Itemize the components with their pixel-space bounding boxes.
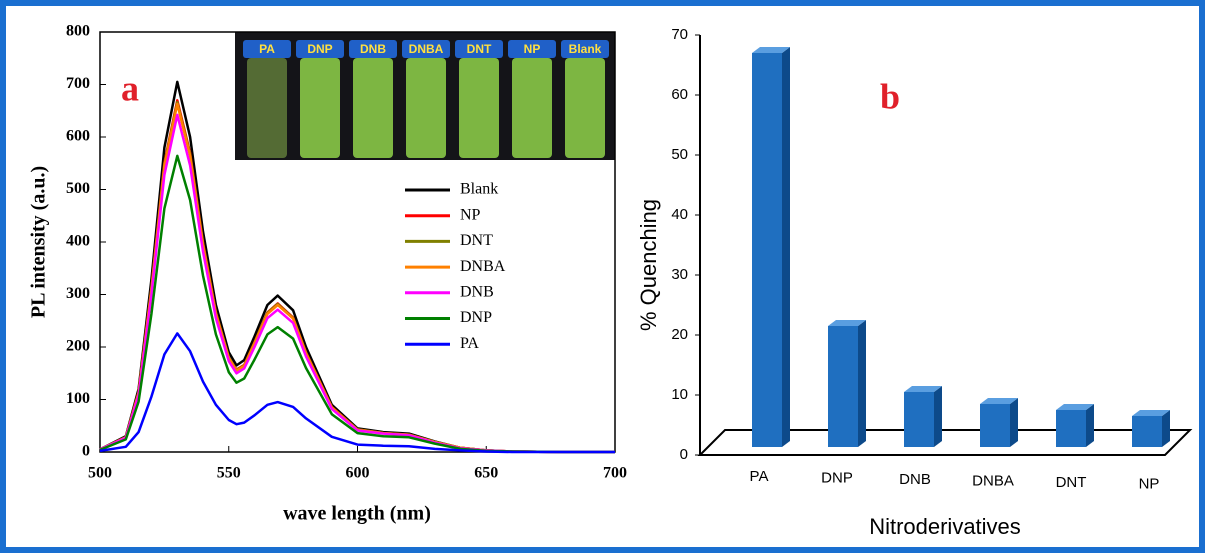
y-tick-label: 500 [66, 180, 90, 197]
legend-label: PA [460, 335, 479, 352]
y-tick-label: 30 [671, 266, 688, 283]
legend-label: DNB [460, 283, 494, 300]
vial [353, 58, 393, 158]
legend-label: NP [460, 206, 481, 223]
bar [1056, 410, 1086, 447]
legend-label: DNT [460, 232, 493, 249]
y-tick-label: 10 [671, 386, 688, 403]
y-tick-label: 0 [82, 443, 90, 460]
bar [1132, 416, 1162, 447]
bar-side [934, 386, 942, 447]
bar-side [1162, 410, 1170, 447]
vial-label: DNP [307, 42, 332, 56]
y-tick-label: 70 [671, 26, 688, 43]
legend-label: DNBA [460, 258, 506, 275]
y-tick-label: 50 [671, 146, 688, 163]
bar [980, 404, 1010, 447]
vial-label: DNT [467, 42, 492, 56]
y-tick-label: 20 [671, 326, 688, 343]
bar [904, 392, 934, 447]
vial-label: NP [524, 42, 541, 56]
y-tick-label: 800 [66, 23, 90, 40]
y-tick-label: 700 [66, 75, 90, 92]
vial [512, 58, 552, 158]
x-tick-label: DNBA [972, 472, 1014, 489]
bar [752, 53, 782, 447]
y-axis-title: % Quenching [636, 199, 661, 331]
bar-side [1086, 404, 1094, 447]
x-axis-title: wave length (nm) [283, 503, 431, 525]
vial [565, 58, 605, 158]
bar [828, 326, 858, 447]
x-tick-label: 600 [346, 465, 370, 482]
x-tick-label: DNP [821, 469, 853, 486]
x-tick-label: 700 [603, 465, 627, 482]
vial-label: Blank [569, 42, 602, 56]
x-axis-title: Nitroderivatives [869, 514, 1021, 539]
series-line [100, 115, 615, 452]
x-tick-label: DNT [1056, 474, 1087, 491]
y-tick-label: 100 [66, 390, 90, 407]
x-tick-label: 650 [474, 465, 498, 482]
vial [300, 58, 340, 158]
vial [406, 58, 446, 158]
y-tick-label: 60 [671, 86, 688, 103]
vial-label: DNBA [409, 42, 444, 56]
y-tick-label: 200 [66, 338, 90, 355]
x-tick-label: PA [750, 468, 769, 485]
y-axis-title: PL intensity (a.u.) [28, 166, 50, 318]
bar-side [782, 47, 790, 447]
y-tick-label: 300 [66, 285, 90, 302]
y-tick-label: 400 [66, 233, 90, 250]
x-tick-label: 500 [88, 465, 112, 482]
bar-side [1010, 398, 1018, 447]
figure: wave length (nm) PL intensity (a.u.) a N… [0, 0, 1205, 553]
y-tick-label: 0 [680, 446, 688, 463]
vial-label: DNB [360, 42, 386, 56]
vial [459, 58, 499, 158]
x-tick-label: DNB [899, 471, 931, 488]
x-tick-label: 550 [217, 465, 241, 482]
y-tick-label: 600 [66, 128, 90, 145]
panel-label: b [880, 76, 900, 116]
vial [247, 58, 287, 158]
legend-label: Blank [460, 181, 498, 198]
panel-label: a [121, 68, 139, 108]
legend-label: DNP [460, 309, 492, 326]
y-tick-label: 40 [671, 206, 688, 223]
bar-side [858, 320, 866, 447]
series-line [100, 156, 615, 452]
vial-label: PA [259, 42, 275, 56]
x-tick-label: NP [1139, 475, 1160, 492]
